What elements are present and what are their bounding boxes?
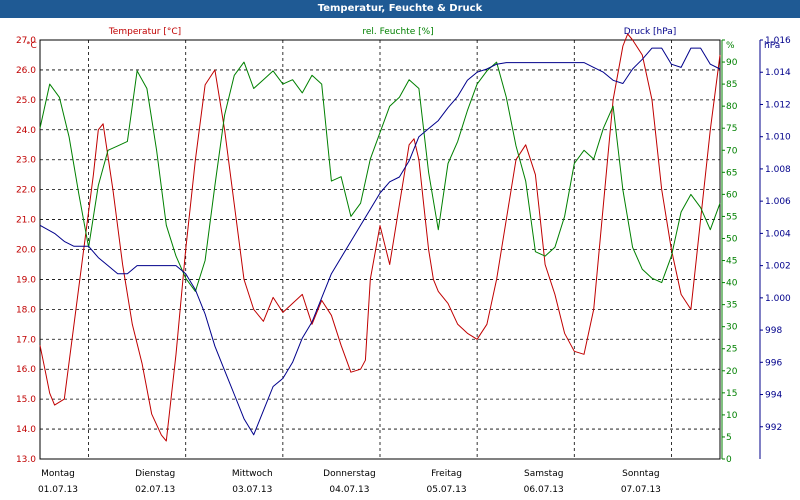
temperature-tick: 15.0	[16, 395, 36, 405]
pressure-unit: hPa	[764, 41, 780, 51]
humidity-tick: 25	[726, 345, 737, 355]
pressure-tick: 1.016	[765, 36, 791, 46]
temperature-axis-title: Temperatur [°C]	[108, 27, 181, 37]
pressure-line	[39, 47, 721, 436]
humidity-tick: 45	[726, 257, 737, 267]
temperature-tick: 23.0	[16, 156, 36, 166]
pressure-tick: 1.000	[765, 294, 791, 304]
x-tick-day: Sonntag	[622, 469, 659, 479]
x-tick-day: Donnerstag	[323, 469, 376, 479]
humidity-tick: 15	[726, 389, 737, 399]
humidity-tick: 20	[726, 367, 738, 377]
axis-labels: Montag01.07.13Dienstag02.07.13Mittwoch03…	[16, 27, 791, 495]
x-tick-day: Samstag	[524, 469, 563, 479]
temperature-unit: °C	[26, 41, 37, 51]
x-tick-date: 02.07.13	[135, 485, 175, 495]
pressure-tick: 994	[765, 391, 782, 401]
temperature-tick: 14.0	[16, 425, 36, 435]
chart-area: Montag01.07.13Dienstag02.07.13Mittwoch03…	[16, 27, 791, 495]
x-tick-day: Freitag	[431, 469, 462, 479]
temperature-tick: 22.0	[16, 186, 36, 196]
humidity-tick: 35	[726, 301, 737, 311]
humidity-tick: 80	[726, 102, 738, 112]
humidity-axis-title: rel. Feuchte [%]	[362, 27, 433, 37]
temperature-tick: 16.0	[16, 365, 36, 375]
grid-lines	[40, 39, 720, 460]
x-tick-date: 04.07.13	[329, 485, 369, 495]
humidity-tick: 10	[726, 411, 738, 421]
x-tick-date: 07.07.13	[621, 485, 661, 495]
humidity-unit: %	[726, 41, 735, 51]
humidity-tick: 85	[726, 80, 737, 90]
temperature-tick: 25.0	[16, 96, 36, 106]
pressure-tick: 1.014	[765, 68, 791, 78]
temperature-tick: 17.0	[16, 335, 36, 345]
temperature-tick: 18.0	[16, 305, 36, 315]
temperature-line	[39, 33, 721, 442]
x-tick-date: 05.07.13	[427, 485, 467, 495]
temperature-tick: 13.0	[16, 455, 36, 465]
pressure-tick: 1.006	[765, 197, 791, 207]
temperature-tick: 27.0	[16, 36, 36, 46]
humidity-tick: 90	[726, 58, 738, 68]
temperature-tick: 20.0	[16, 246, 36, 256]
humidity-tick: 50	[726, 234, 738, 244]
chart-title: Temperatur, Feuchte & Druck	[0, 0, 800, 18]
pressure-tick: 992	[765, 423, 782, 433]
humidity-tick: 55	[726, 212, 737, 222]
pressure-tick: 1.010	[765, 133, 791, 143]
humidity-tick: 70	[726, 146, 738, 156]
x-tick-day: Dienstag	[135, 469, 175, 479]
humidity-tick: 0	[726, 455, 732, 465]
humidity-line	[39, 61, 721, 292]
humidity-tick: 30	[726, 323, 738, 333]
humidity-tick: 5	[726, 433, 732, 443]
humidity-tick: 65	[726, 168, 737, 178]
x-tick-day: Mittwoch	[232, 469, 273, 479]
pressure-tick: 1.012	[765, 100, 791, 110]
x-tick-day: Montag	[41, 469, 75, 479]
pressure-tick: 998	[765, 326, 782, 336]
temperature-tick: 21.0	[16, 216, 36, 226]
pressure-axis-title: Druck [hPa]	[624, 27, 677, 37]
x-tick-date: 03.07.13	[232, 485, 272, 495]
x-tick-date: 06.07.13	[524, 485, 564, 495]
series-lines	[39, 33, 721, 442]
humidity-tick: 40	[726, 279, 738, 289]
pressure-tick: 1.002	[765, 262, 791, 272]
pressure-tick: 1.004	[765, 229, 791, 239]
pressure-tick: 1.008	[765, 165, 791, 175]
temperature-tick: 26.0	[16, 66, 36, 76]
temperature-tick: 24.0	[16, 126, 36, 136]
x-tick-date: 01.07.13	[38, 485, 78, 495]
temperature-tick: 19.0	[16, 275, 36, 285]
humidity-tick: 60	[726, 190, 738, 200]
humidity-tick: 75	[726, 124, 737, 134]
pressure-tick: 996	[765, 358, 782, 368]
